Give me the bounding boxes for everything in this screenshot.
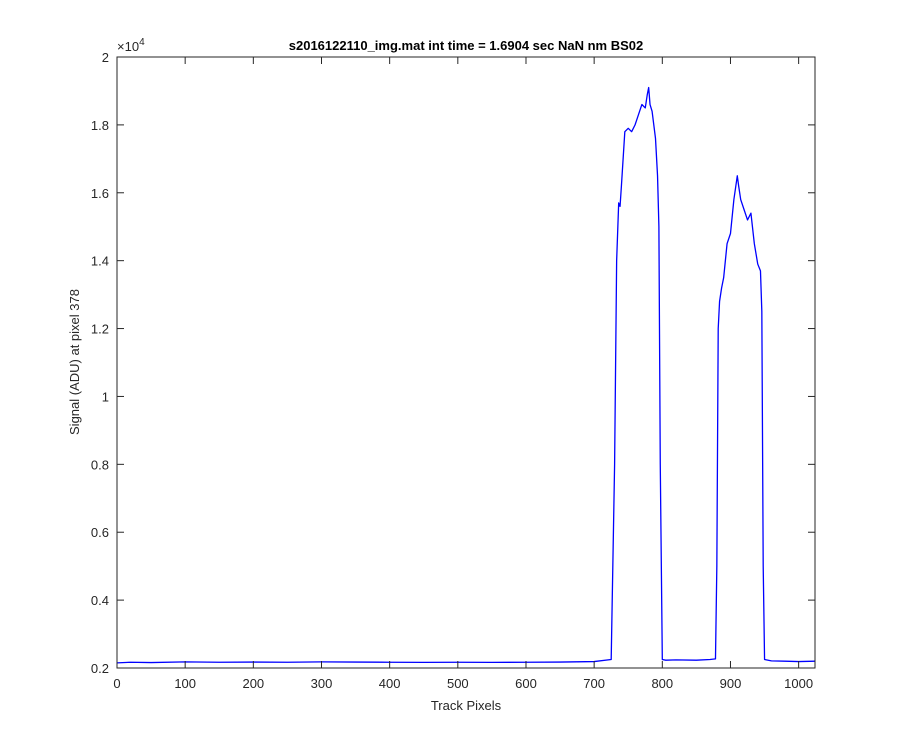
plot-background [117,57,815,668]
y-tick-label: 0.8 [91,457,109,472]
x-axis-label: Track Pixels [431,698,502,713]
x-tick-label: 700 [583,676,605,691]
y-exponent-base: ×10 [117,39,139,54]
x-tick-label: 900 [720,676,742,691]
x-tick-label: 100 [174,676,196,691]
y-tick-label: 2 [102,50,109,65]
y-tick-label: 0.4 [91,593,109,608]
y-exponent-power: 4 [139,37,145,48]
x-tick-label: 600 [515,676,537,691]
y-axis-label: Signal (ADU) at pixel 378 [67,289,82,435]
y-tick-label: 0.2 [91,661,109,676]
y-tick-label: 1.6 [91,186,109,201]
x-tick-label: 800 [651,676,673,691]
y-tick-label: 1.2 [91,322,109,337]
x-axis-ticks: 0 100 200 300 400 500 600 700 800 900 1000 [113,57,813,691]
x-tick-label: 0 [113,676,120,691]
y-tick-label: 1 [102,389,109,404]
plot-frame [116,56,816,669]
y-tick-label: 1.8 [91,118,109,133]
y-tick-label: 0.6 [91,525,109,540]
x-tick-label: 300 [311,676,333,691]
x-tick-label: 400 [379,676,401,691]
y-axis-ticks: 0.2 0.4 0.6 0.8 1 1.2 1.4 1.6 1.8 2 [91,50,815,676]
chart-title: s2016122110_img.mat int time = 1.6904 se… [289,38,643,53]
x-tick-label: 1000 [784,676,813,691]
y-tick-label: 1.4 [91,254,109,269]
y-axis-exponent: ×104 [117,37,145,54]
x-tick-label: 500 [447,676,469,691]
x-tick-label: 200 [242,676,264,691]
